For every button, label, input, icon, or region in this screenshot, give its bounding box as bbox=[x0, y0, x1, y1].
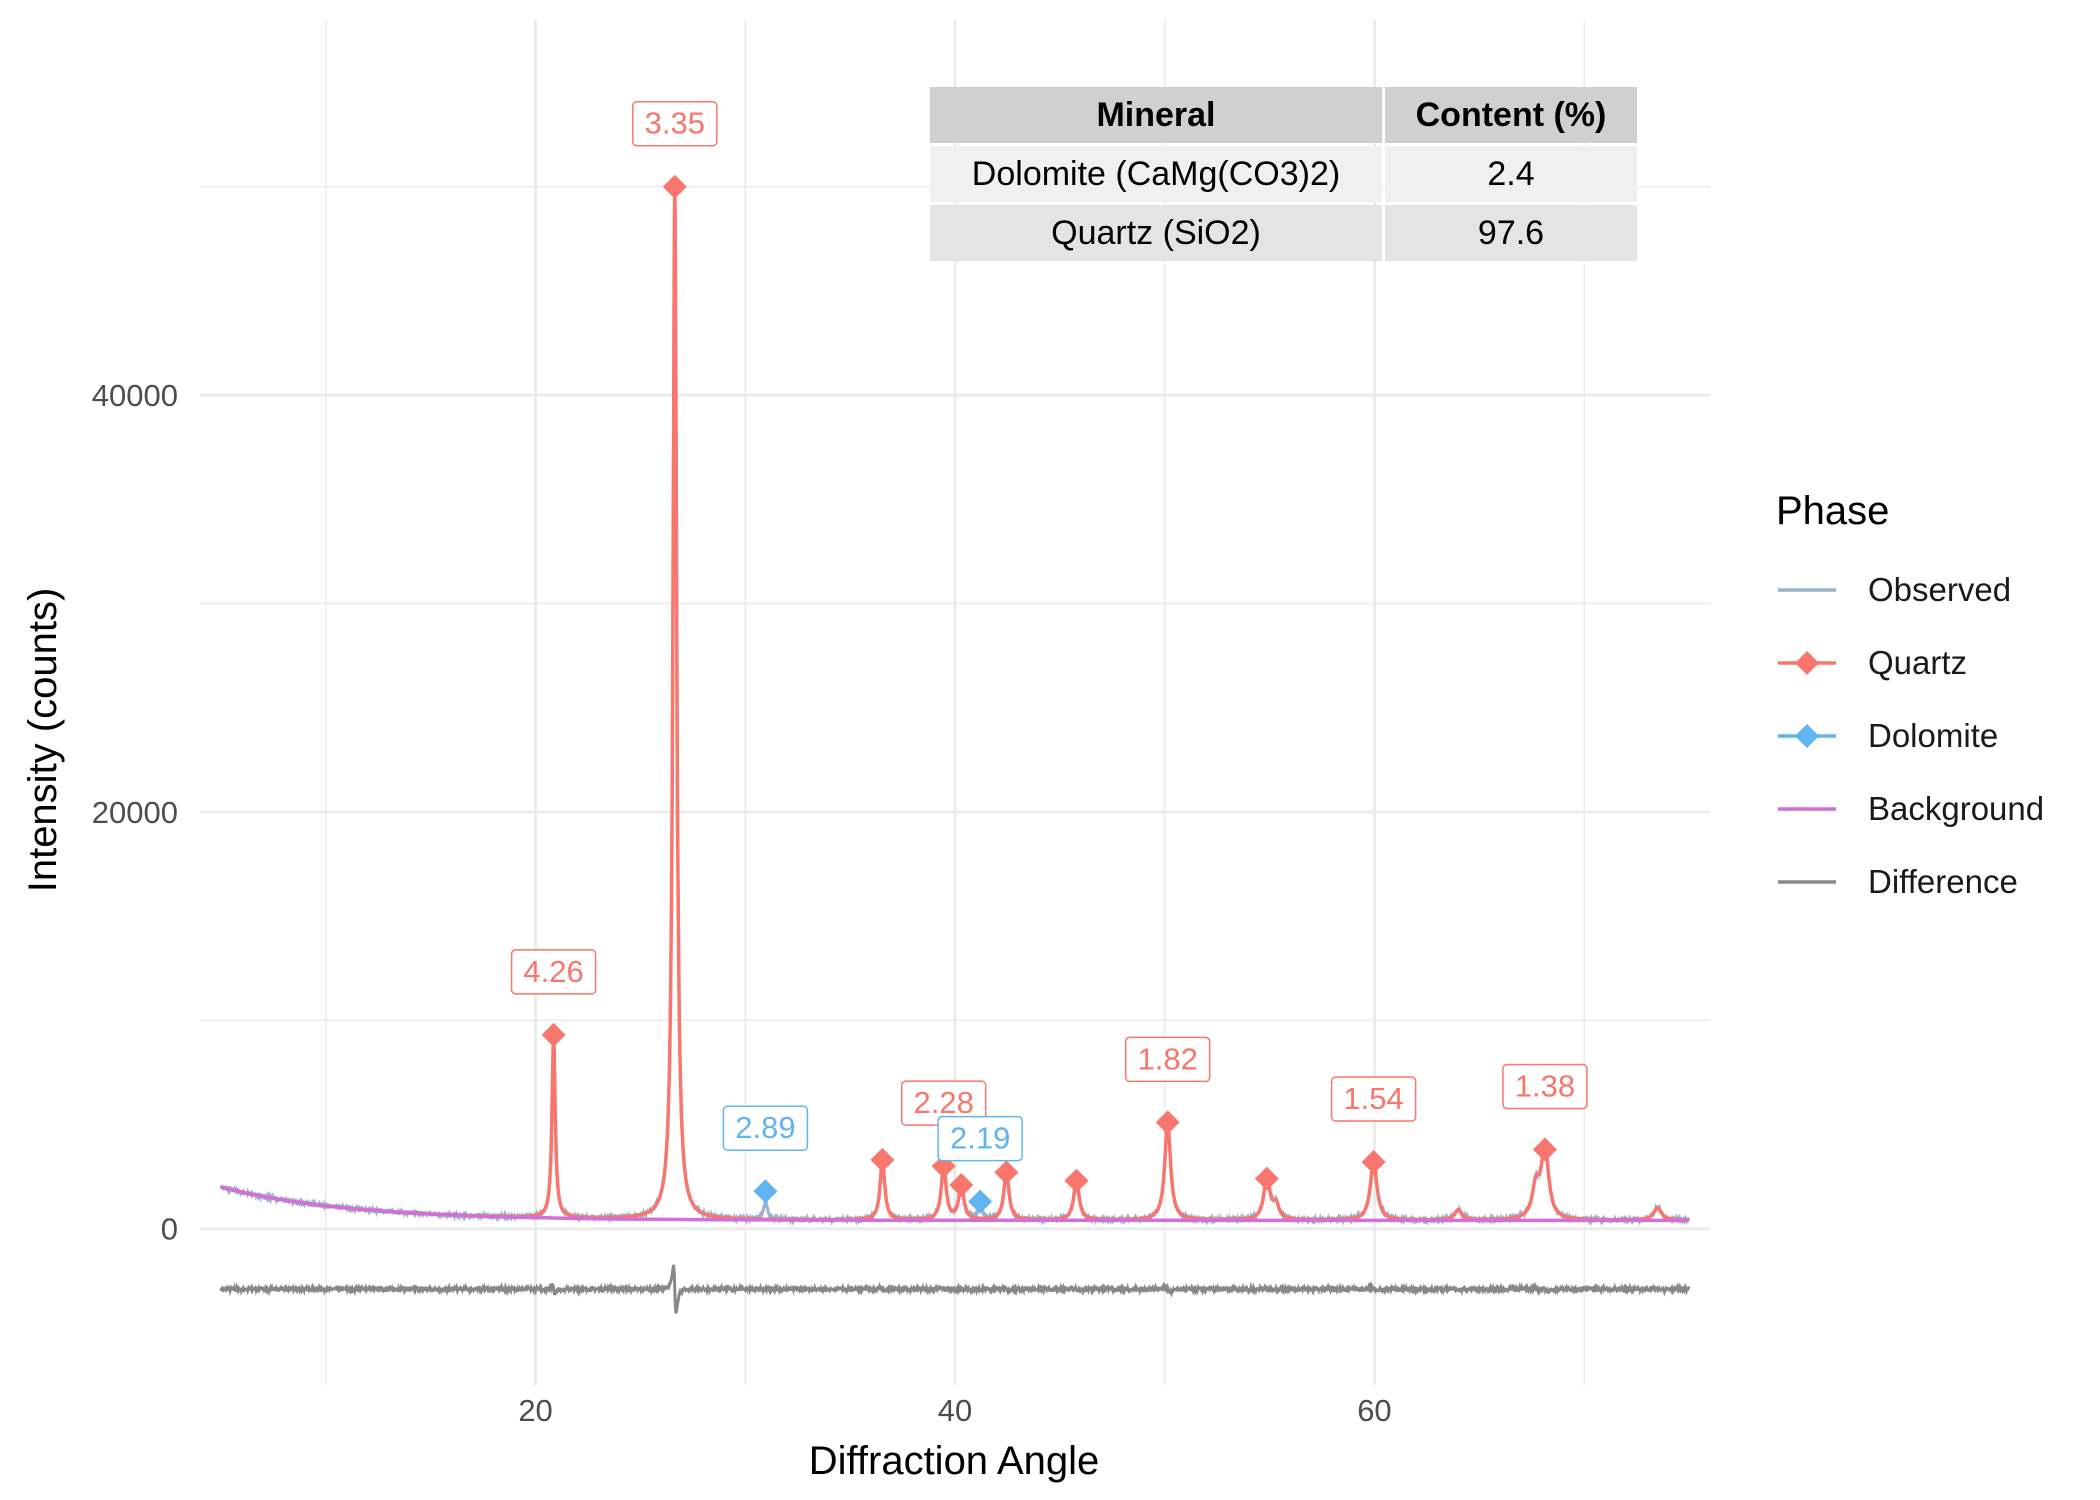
quartz-peak-label: 4.26 bbox=[523, 954, 583, 989]
legend-label: Observed bbox=[1868, 571, 2011, 608]
table-cell-bg bbox=[930, 146, 1382, 202]
quartz-peak-label: 3.35 bbox=[645, 106, 705, 141]
mineral-content-table: Mineral Content (%) Dolomite (CaMg(CO3)2) 2… bbox=[930, 87, 1637, 261]
y-tick-label: 40000 bbox=[92, 378, 178, 413]
quartz-peak-label: 1.54 bbox=[1343, 1081, 1403, 1116]
dolomite-peak-label-box bbox=[722, 1105, 809, 1151]
legend-label: Dolomite bbox=[1868, 717, 1998, 754]
quartz-peak-label: 1.38 bbox=[1515, 1069, 1575, 1104]
quartz-peak-marker bbox=[662, 174, 687, 199]
y-tick-label: 0 bbox=[161, 1212, 178, 1247]
legend: Phase Observed Quartz Dolomite Background Di… bbox=[1776, 489, 2044, 900]
y-axis-title: Intensity (counts) bbox=[21, 588, 65, 893]
quartz-peak-marker bbox=[1155, 1110, 1180, 1135]
quartz-peak-label-box bbox=[1124, 1036, 1211, 1083]
table-cell: Dolomite (CaMg(CO3)2) bbox=[972, 155, 1340, 193]
table-cell: 97.6 bbox=[1478, 214, 1544, 252]
table-cell-bg bbox=[930, 205, 1382, 261]
quartz-peak-marker bbox=[1254, 1166, 1279, 1191]
quartz-peak-marker bbox=[949, 1172, 974, 1197]
legend-label: Difference bbox=[1868, 863, 2018, 900]
dolomite-peak-label: 2.19 bbox=[950, 1121, 1010, 1156]
quartz-peak-label-box bbox=[510, 949, 597, 995]
quartz-peak-label-box bbox=[632, 100, 718, 147]
legend-key-marker bbox=[1795, 651, 1819, 675]
grid bbox=[200, 20, 1710, 1385]
table-cell-bg bbox=[1385, 205, 1637, 261]
legend-label: Quartz bbox=[1868, 644, 1967, 681]
quartz-peak-marker bbox=[1361, 1150, 1386, 1175]
axes: Diffraction Angle Intensity (counts) 20 4… bbox=[21, 378, 1392, 1483]
peak-markers bbox=[541, 174, 1557, 1214]
table-header-cell bbox=[1385, 87, 1637, 143]
table-header-label: Content (%) bbox=[1416, 96, 1607, 134]
quartz-peak-label: 1.82 bbox=[1137, 1041, 1197, 1076]
quartz-peak-marker bbox=[541, 1022, 566, 1047]
difference-line bbox=[219, 1264, 1691, 1314]
x-axis-title: Diffraction Angle bbox=[809, 1439, 1100, 1483]
quartz-peak-marker bbox=[870, 1147, 895, 1172]
quartz-peak-label: 2.28 bbox=[914, 1085, 974, 1120]
table-cell: Quartz (SiO2) bbox=[1051, 214, 1261, 252]
quartz-peak-marker bbox=[1532, 1137, 1557, 1162]
x-tick-label: 20 bbox=[518, 1393, 552, 1428]
dolomite-peak-marker bbox=[968, 1189, 993, 1214]
y-tick-label: 20000 bbox=[92, 795, 178, 830]
table-cell: 2.4 bbox=[1487, 155, 1534, 193]
table-header-label: Mineral bbox=[1096, 96, 1215, 134]
quartz-peak-marker bbox=[1064, 1168, 1089, 1193]
x-tick-label: 40 bbox=[938, 1393, 972, 1428]
peak-labels: 4.26 3.35 2.28 1.82 1.54 1.38 2.89 2.19 bbox=[510, 100, 1588, 1162]
quartz-peak-marker bbox=[994, 1160, 1019, 1185]
plot-series bbox=[219, 186, 1691, 1314]
background-line bbox=[220, 1185, 1689, 1223]
table-header-cell bbox=[930, 87, 1382, 143]
dolomite-peak-label-box bbox=[937, 1115, 1023, 1162]
dolomite-peak-marker bbox=[753, 1179, 778, 1204]
dolomite-peak-label: 2.89 bbox=[735, 1110, 795, 1145]
legend-label: Background bbox=[1868, 790, 2044, 827]
quartz-peak-label-box bbox=[1330, 1076, 1417, 1122]
table-cell-bg bbox=[1385, 146, 1637, 202]
legend-key-marker bbox=[1795, 724, 1819, 748]
legend-title: Phase bbox=[1776, 489, 1889, 533]
quartz-peak-label-box bbox=[1502, 1063, 1588, 1110]
x-tick-label: 60 bbox=[1357, 1393, 1391, 1428]
